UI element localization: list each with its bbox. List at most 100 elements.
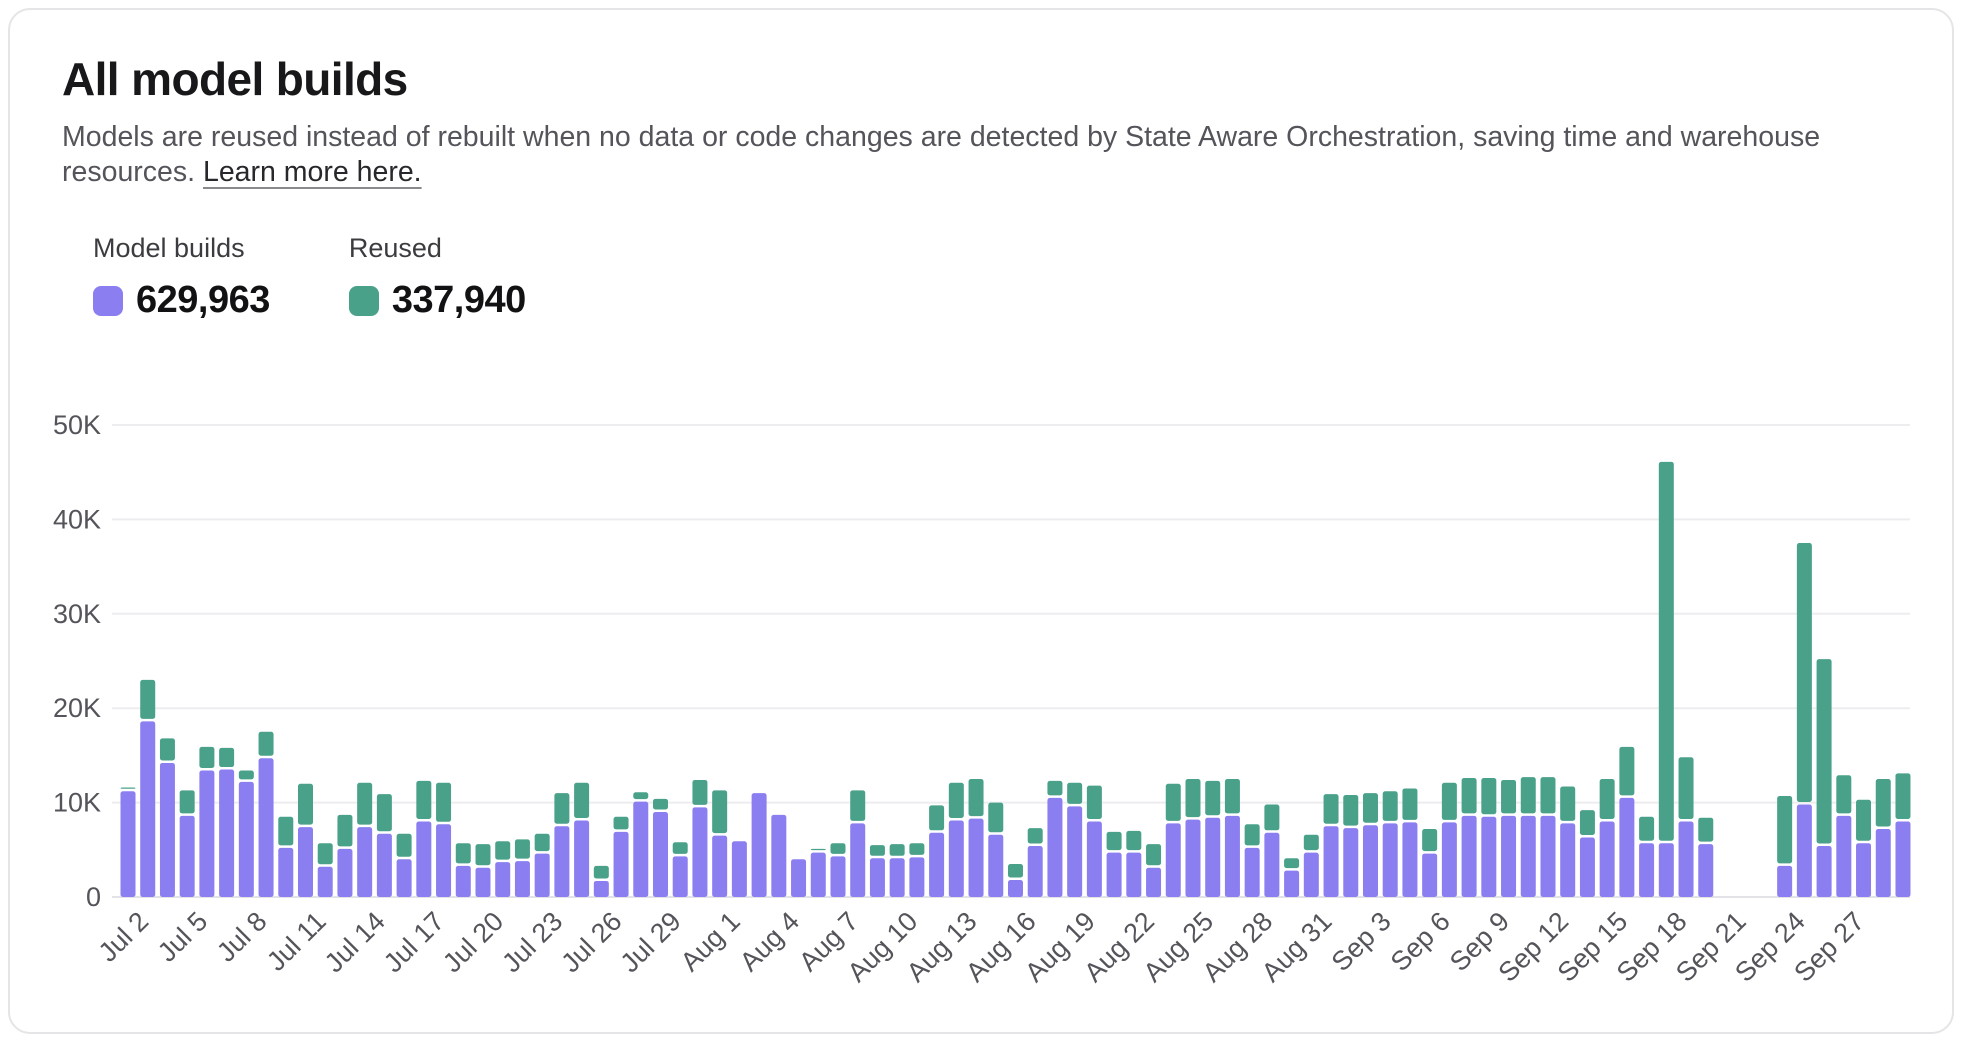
bar-reused[interactable] (672, 842, 688, 854)
bar-reused[interactable] (1441, 782, 1457, 820)
bar-reused[interactable] (1343, 795, 1359, 826)
bar-model-builds[interactable] (297, 827, 313, 897)
bar-model-builds[interactable] (1106, 852, 1122, 897)
bar-model-builds[interactable] (909, 857, 925, 897)
bar-model-builds[interactable] (1461, 815, 1477, 897)
bar-reused[interactable] (574, 782, 590, 819)
bar-reused[interactable] (1165, 783, 1181, 821)
bar-model-builds[interactable] (1067, 806, 1083, 897)
bar-model-builds[interactable] (179, 815, 195, 897)
bar-model-builds[interactable] (495, 862, 511, 897)
bar-model-builds[interactable] (1284, 870, 1300, 897)
bar-model-builds[interactable] (1205, 817, 1221, 897)
bar-model-builds[interactable] (1185, 819, 1201, 897)
bar-reused[interactable] (1185, 779, 1201, 818)
bar-model-builds[interactable] (199, 770, 215, 897)
bar-model-builds[interactable] (376, 833, 392, 897)
bar-model-builds[interactable] (1244, 847, 1260, 897)
bar-model-builds[interactable] (850, 823, 866, 897)
bar-reused[interactable] (1205, 780, 1221, 816)
bar-reused[interactable] (258, 731, 274, 756)
bar-reused[interactable] (1658, 461, 1674, 841)
bar-reused[interactable] (1520, 777, 1536, 814)
bar-reused[interactable] (1698, 817, 1714, 842)
bar-reused[interactable] (1126, 830, 1142, 851)
bar-reused[interactable] (1816, 659, 1832, 844)
bar-reused[interactable] (436, 782, 452, 822)
bar-model-builds[interactable] (731, 841, 747, 897)
bar-reused[interactable] (475, 844, 491, 866)
bar-reused[interactable] (1501, 779, 1517, 814)
bar-model-builds[interactable] (869, 858, 885, 897)
bar-model-builds[interactable] (1599, 821, 1615, 897)
bar-model-builds[interactable] (357, 827, 373, 897)
bar-reused[interactable] (850, 790, 866, 821)
bar-model-builds[interactable] (929, 832, 945, 897)
bar-reused[interactable] (1599, 779, 1615, 819)
bar-reused[interactable] (199, 746, 215, 769)
bar-reused[interactable] (1678, 757, 1694, 819)
bar-model-builds[interactable] (1619, 797, 1635, 897)
bar-model-builds[interactable] (1481, 816, 1497, 897)
bar-reused[interactable] (1007, 863, 1023, 878)
bar-model-builds[interactable] (436, 824, 452, 897)
bar-reused[interactable] (988, 802, 1004, 833)
bar-model-builds[interactable] (1343, 828, 1359, 897)
bar-reused[interactable] (455, 843, 471, 864)
bar-model-builds[interactable] (1796, 804, 1812, 897)
bar-model-builds[interactable] (692, 807, 708, 897)
bar-reused[interactable] (692, 779, 708, 805)
bar-reused[interactable] (1639, 816, 1655, 841)
bar-model-builds[interactable] (1007, 880, 1023, 897)
bar-reused[interactable] (297, 783, 313, 825)
bar-model-builds[interactable] (475, 867, 491, 897)
bar-reused[interactable] (1856, 799, 1872, 841)
bar-reused[interactable] (495, 841, 511, 860)
bar-reused[interactable] (376, 794, 392, 832)
bar-reused[interactable] (1560, 786, 1576, 821)
bar-model-builds[interactable] (1323, 826, 1339, 897)
bar-reused[interactable] (1796, 543, 1812, 802)
bar-reused[interactable] (968, 779, 984, 817)
bar-model-builds[interactable] (238, 781, 254, 897)
bar-model-builds[interactable] (1540, 815, 1556, 897)
bar-model-builds[interactable] (1895, 821, 1911, 897)
bar-reused[interactable] (514, 839, 530, 859)
bar-model-builds[interactable] (1520, 815, 1536, 897)
bar-model-builds[interactable] (1303, 852, 1319, 897)
bar-reused[interactable] (140, 679, 156, 719)
bar-reused[interactable] (652, 798, 668, 810)
bar-reused[interactable] (1619, 746, 1635, 796)
bar-reused[interactable] (1146, 844, 1162, 866)
bar-model-builds[interactable] (712, 835, 728, 897)
bar-reused[interactable] (1224, 779, 1240, 814)
bar-model-builds[interactable] (1698, 844, 1714, 897)
bar-model-builds[interactable] (771, 814, 787, 897)
bar-reused[interactable] (1303, 834, 1319, 851)
bar-reused[interactable] (929, 805, 945, 831)
bar-model-builds[interactable] (159, 762, 175, 897)
bar-reused[interactable] (948, 782, 964, 819)
bar-model-builds[interactable] (1165, 823, 1181, 897)
bar-model-builds[interactable] (1422, 853, 1438, 897)
bar-reused[interactable] (1382, 791, 1398, 821)
bar-model-builds[interactable] (810, 852, 826, 897)
bar-reused[interactable] (1540, 777, 1556, 814)
bar-reused[interactable] (554, 793, 570, 824)
bar-reused[interactable] (1284, 858, 1300, 869)
bar-model-builds[interactable] (396, 859, 412, 897)
bar-reused[interactable] (1461, 778, 1477, 814)
bar-reused[interactable] (219, 747, 235, 768)
bar-reused[interactable] (1086, 785, 1102, 819)
bar-model-builds[interactable] (968, 818, 984, 897)
bar-model-builds[interactable] (278, 847, 294, 897)
bar-reused[interactable] (1895, 773, 1911, 819)
bar-model-builds[interactable] (652, 812, 668, 897)
bar-reused[interactable] (120, 787, 136, 789)
bar-reused[interactable] (1422, 829, 1438, 852)
bar-model-builds[interactable] (1146, 867, 1162, 897)
bar-reused[interactable] (593, 865, 609, 879)
bar-model-builds[interactable] (534, 853, 550, 897)
bar-reused[interactable] (1027, 828, 1043, 844)
bar-reused[interactable] (633, 792, 649, 800)
